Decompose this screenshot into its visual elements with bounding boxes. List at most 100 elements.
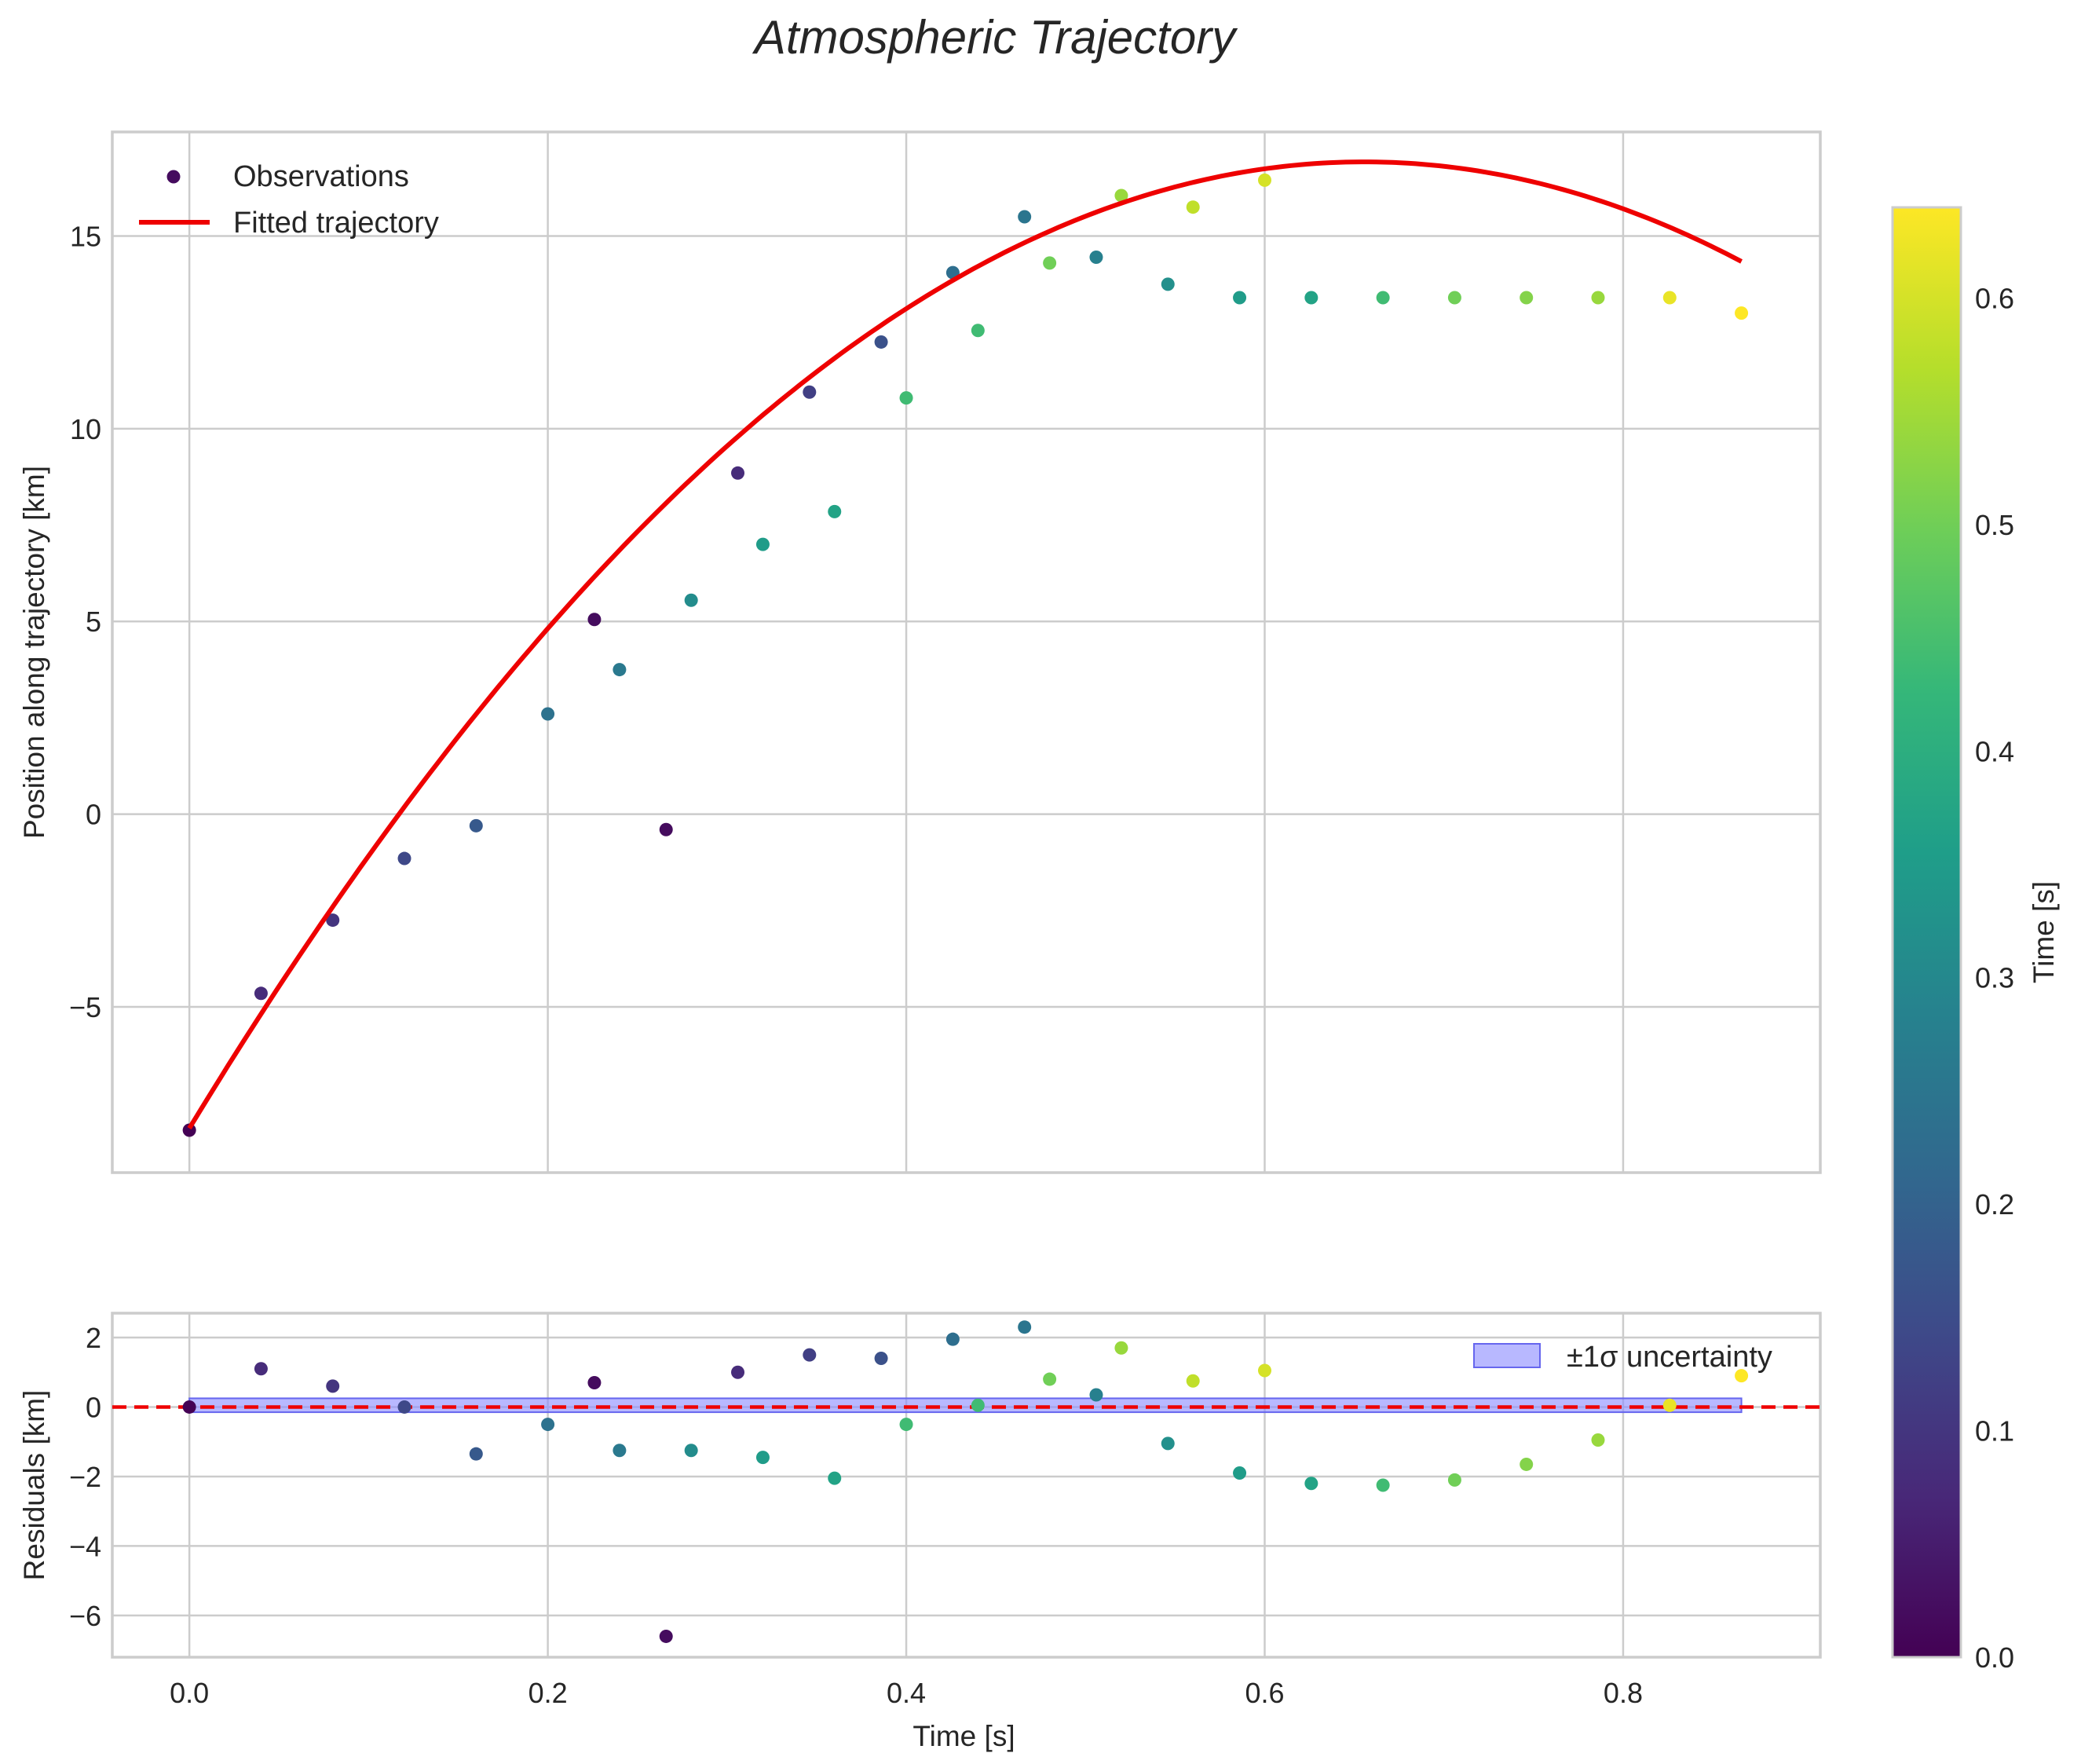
- residual-point: [1114, 1341, 1128, 1355]
- residual-point: [1161, 1436, 1175, 1451]
- residuals-y-axis-label: Residuals [km]: [18, 1390, 50, 1581]
- y-tick-label: −2: [69, 1461, 101, 1493]
- legend-uncertainty-swatch: [1473, 1343, 1541, 1368]
- legend-observations-marker: [166, 170, 181, 184]
- observation-point: [1520, 291, 1534, 305]
- residual-point: [1257, 1363, 1271, 1378]
- residual-point: [469, 1447, 483, 1461]
- residual-point: [803, 1348, 817, 1362]
- residual-point: [1233, 1466, 1247, 1480]
- observation-point: [397, 851, 411, 866]
- observation-point: [326, 913, 340, 928]
- residual-point: [874, 1352, 888, 1366]
- y-tick-label: −5: [69, 991, 101, 1023]
- observation-point: [1662, 291, 1677, 305]
- residual-point: [1591, 1433, 1605, 1447]
- x-tick-label: 0.8: [1604, 1677, 1643, 1709]
- colorbar-tick-label: 0.6: [1975, 282, 2014, 314]
- y-tick-label: 0: [86, 799, 101, 831]
- observation-point: [1304, 291, 1318, 305]
- colorbar-tick-label: 0.1: [1975, 1415, 2014, 1447]
- observation-point: [541, 707, 555, 721]
- residual-point: [684, 1444, 698, 1458]
- chart-title: Atmospheric Trajectory: [752, 11, 1238, 64]
- colorbar-tick-label: 0.3: [1975, 962, 2014, 994]
- residual-point: [1304, 1477, 1318, 1491]
- residual-point: [899, 1418, 913, 1432]
- observation-point: [1043, 256, 1057, 270]
- x-tick-label: 0.2: [528, 1677, 568, 1709]
- observation-point: [469, 818, 483, 833]
- observation-point: [971, 324, 985, 338]
- colorbar-tick-label: 0.5: [1975, 509, 2014, 541]
- observation-point: [899, 391, 913, 405]
- residual-point: [1447, 1473, 1461, 1487]
- y-tick-label: 15: [70, 221, 101, 253]
- fitted-trajectory-line: [187, 159, 1743, 1130]
- observation-point: [1186, 200, 1200, 214]
- observation-point: [1089, 250, 1103, 264]
- observation-point: [1447, 291, 1461, 305]
- residual-point: [659, 1629, 673, 1643]
- observation-point: [1114, 188, 1128, 203]
- main-plot: −5 0 5 10 15 Position along trajectory [km] Ob…: [18, 130, 1822, 1174]
- colorbar-tick-label: 0.2: [1975, 1188, 2014, 1221]
- observation-point: [659, 822, 673, 836]
- residual-point: [1043, 1372, 1057, 1386]
- residual-point: [1735, 1369, 1749, 1383]
- residual-point: [1186, 1374, 1200, 1388]
- observation-point: [613, 663, 627, 677]
- observation-point: [874, 335, 888, 349]
- legend-fitted-label: Fitted trajectory: [233, 207, 439, 240]
- residual-point: [945, 1332, 960, 1346]
- observation-point: [587, 613, 602, 627]
- y-tick-label: −4: [69, 1530, 101, 1562]
- legend-observations-label: Observations: [233, 160, 409, 193]
- colorbar-tick-label: 0.4: [1975, 735, 2014, 767]
- observation-point: [803, 385, 817, 399]
- observation-point: [1735, 306, 1749, 320]
- y-tick-label: 0: [86, 1391, 101, 1423]
- observation-point: [1591, 291, 1605, 305]
- residual-point: [1520, 1457, 1534, 1471]
- observation-point: [254, 986, 268, 1001]
- observation-point: [1257, 173, 1271, 187]
- observation-point: [755, 537, 770, 551]
- x-tick-label: 0.6: [1245, 1677, 1284, 1709]
- residuals-legend: ±1σ uncertainty: [1473, 1341, 1772, 1374]
- residual-point: [326, 1379, 340, 1393]
- y-tick-label: −6: [69, 1600, 101, 1632]
- residual-point: [1089, 1388, 1103, 1402]
- observation-point: [1018, 210, 1032, 224]
- legend-uncertainty-label: ±1σ uncertainty: [1567, 1341, 1772, 1374]
- residuals-frame: [111, 1312, 1822, 1659]
- residual-point: [613, 1444, 627, 1458]
- x-tick-label: 0.4: [887, 1677, 926, 1709]
- residual-point: [731, 1365, 745, 1379]
- x-tick-label: 0.0: [170, 1677, 209, 1709]
- residual-point: [755, 1451, 770, 1465]
- y-axis-label: Position along trajectory [km]: [18, 466, 50, 839]
- observation-point: [828, 504, 842, 518]
- colorbar-label: Time [s]: [2028, 881, 2060, 983]
- observation-point: [1161, 277, 1175, 291]
- observation-point: [731, 466, 745, 480]
- y-tick-label: 5: [86, 606, 101, 638]
- residual-point: [1376, 1478, 1390, 1492]
- x-axis-label: Time [s]: [912, 1720, 1015, 1752]
- residual-point: [1018, 1320, 1032, 1334]
- residual-point: [1662, 1398, 1677, 1412]
- residual-point: [828, 1471, 842, 1485]
- observation-point: [1376, 291, 1390, 305]
- residual-point: [397, 1400, 411, 1414]
- y-tick-label: 2: [86, 1322, 101, 1354]
- colorbar: 0.0 0.1 0.2 0.3 0.4 0.5 0.6 Time [s]: [1891, 206, 2060, 1674]
- residual-point: [254, 1362, 268, 1376]
- colorbar-gradient: [1891, 206, 1962, 1659]
- residual-point: [541, 1418, 555, 1432]
- residuals-plot: 0.0 0.2 0.4 0.6 0.8 −6 −4 −2 0 2 Residuals [km] Tim…: [18, 1312, 1822, 1752]
- residual-point: [182, 1400, 196, 1414]
- observation-point: [1233, 291, 1247, 305]
- residual-point: [587, 1375, 602, 1389]
